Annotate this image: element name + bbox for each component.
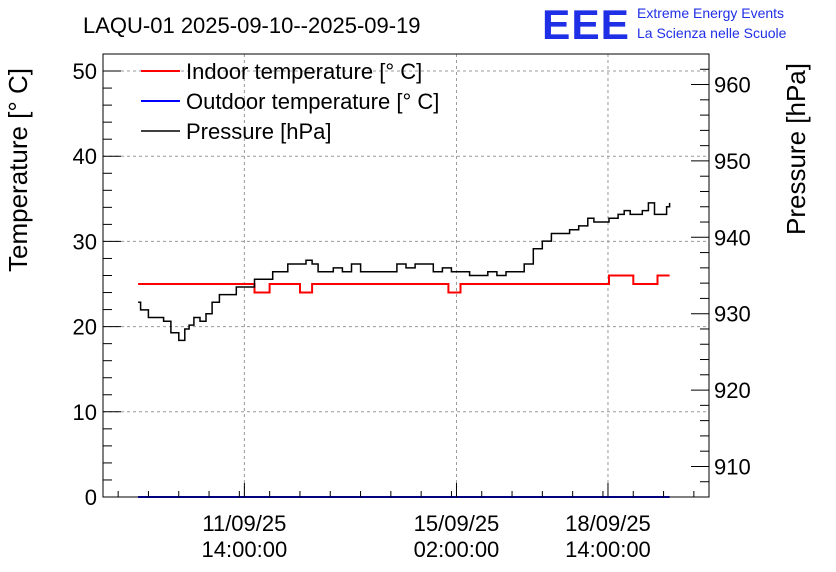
legend-label-outdoor: Outdoor temperature [° C]: [186, 89, 439, 114]
legend: Indoor temperature [° C] Outdoor tempera…: [141, 59, 439, 144]
logo-mark: EEE: [542, 1, 630, 48]
x-tick-label-date: 15/09/25: [414, 511, 500, 536]
grid: [103, 54, 709, 497]
logo-line-1: Extreme Energy Events: [637, 5, 784, 21]
y-axis-left-label: Temperature [° C]: [3, 68, 33, 272]
chart-title: LAQU-01 2025-09-10--2025-09-19: [83, 13, 421, 38]
y-left-tick-label: 0: [85, 485, 97, 510]
y-left-tick-label: 50: [73, 59, 97, 84]
y-axis-right-label: Pressure [hPa]: [781, 63, 811, 235]
logo-line-2: La Scienza nelle Scuole: [637, 25, 787, 41]
x-tick-label-time: 14:00:00: [565, 537, 651, 562]
series-layer: [138, 202, 671, 498]
series-line-indoor-temperature: [138, 274, 670, 294]
x-tick-label-date: 18/09/25: [565, 511, 651, 536]
x-tick-label-date: 11/09/25: [202, 511, 286, 536]
y-right-tick-label: 920: [714, 378, 751, 403]
series-line-pressure: [138, 202, 671, 342]
y-right-tick-label: 960: [714, 73, 751, 98]
y-left-tick-label: 10: [73, 400, 97, 425]
x-tick-label-time: 02:00:00: [414, 537, 500, 562]
y-left-tick-label: 40: [73, 144, 97, 169]
y-right-tick-label: 950: [714, 149, 751, 174]
y-right-tick-label: 910: [714, 454, 751, 479]
y-right-tick-label: 930: [714, 302, 751, 327]
legend-label-indoor: Indoor temperature [° C]: [186, 59, 422, 84]
x-tick-label-time: 14:00:00: [202, 537, 288, 562]
y-left-tick-label: 30: [73, 229, 97, 254]
axes: 11/09/2514:00:0015/09/2502:00:0018/09/25…: [73, 59, 751, 562]
legend-label-pressure: Pressure [hPa]: [186, 119, 332, 144]
y-right-tick-label: 940: [714, 225, 751, 250]
y-left-tick-label: 20: [73, 315, 97, 340]
